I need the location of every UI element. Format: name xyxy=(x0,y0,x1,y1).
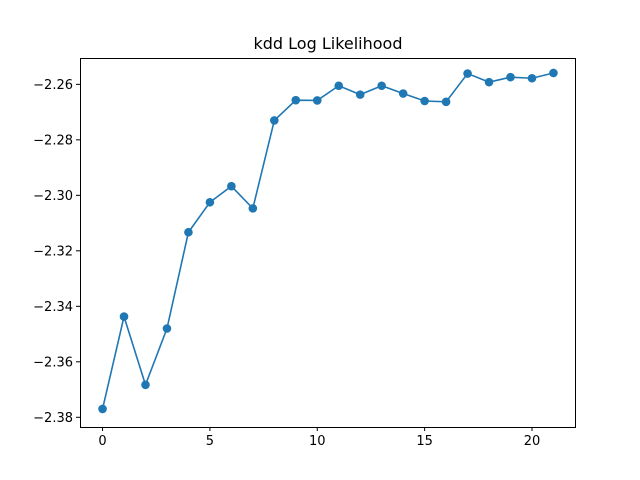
x-tick-label: 15 xyxy=(416,434,433,449)
data-point xyxy=(141,381,150,390)
data-point xyxy=(399,89,408,98)
data-point xyxy=(356,90,365,99)
data-point xyxy=(98,405,107,414)
data-point xyxy=(420,97,429,106)
data-point xyxy=(549,69,558,78)
data-point xyxy=(506,73,515,82)
data-point xyxy=(485,78,494,87)
data-point xyxy=(334,81,343,90)
data-point xyxy=(377,81,386,90)
plot-frame xyxy=(81,59,576,428)
data-point xyxy=(528,74,537,83)
y-axis: −2.38 −2.36 −2.34 −2.32 −2.30 −2.28 −2.26 xyxy=(33,78,80,426)
series-layer xyxy=(98,69,558,414)
series-line xyxy=(103,73,554,409)
y-tick-label: −2.34 xyxy=(33,300,73,315)
data-point xyxy=(463,69,472,78)
y-tick-label: −2.32 xyxy=(33,244,73,259)
y-tick-label: −2.26 xyxy=(33,78,73,93)
y-tick-label: −2.36 xyxy=(33,355,73,370)
x-tick-label: 10 xyxy=(309,434,326,449)
x-axis: 0 5 10 15 20 xyxy=(98,427,540,449)
data-point xyxy=(291,96,300,105)
x-tick-label: 5 xyxy=(206,434,214,449)
chart-title: kdd Log Likelihood xyxy=(254,34,403,53)
y-tick-label: −2.38 xyxy=(33,411,73,426)
data-point xyxy=(206,198,215,207)
data-point xyxy=(227,182,236,191)
data-point xyxy=(163,324,172,333)
x-tick-label: 0 xyxy=(98,434,106,449)
data-point xyxy=(120,312,129,321)
data-point xyxy=(442,98,451,107)
y-tick-label: −2.28 xyxy=(33,133,73,148)
y-tick-label: −2.30 xyxy=(33,189,73,204)
data-point xyxy=(184,228,193,237)
data-point xyxy=(249,204,258,213)
data-point xyxy=(313,96,322,105)
x-tick-label: 20 xyxy=(524,434,541,449)
data-point xyxy=(270,116,279,125)
